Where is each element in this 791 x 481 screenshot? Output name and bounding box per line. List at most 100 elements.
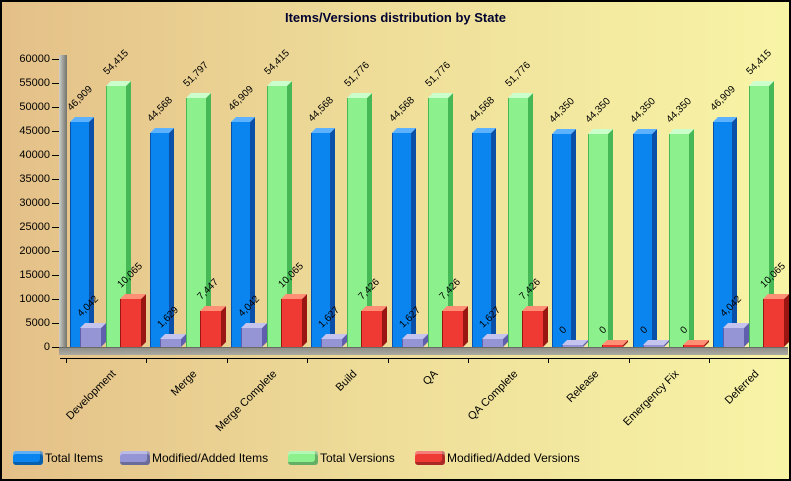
- bar: [643, 345, 664, 347]
- x-axis-label: QA: [420, 368, 441, 388]
- chart-title: Items/Versions distribution by State: [284, 10, 507, 25]
- bar: [392, 133, 411, 347]
- bar: [633, 134, 652, 347]
- x-axis-label: Build: [334, 368, 360, 394]
- y-axis-tick-mark: [52, 347, 59, 348]
- x-axis-label: Emergency Fix: [621, 368, 682, 429]
- y-axis-tick-mark: [52, 227, 59, 228]
- bar: [402, 339, 423, 347]
- y-axis-tick-label: 15000: [19, 269, 50, 281]
- bar-side-face: [571, 129, 576, 347]
- bar: [70, 122, 89, 347]
- bar: [231, 122, 250, 347]
- legend-label: Modified/Added Versions: [447, 451, 580, 465]
- y-axis-tick-mark: [52, 275, 59, 276]
- x-axis-tick-mark: [388, 358, 389, 363]
- bar: [723, 328, 744, 347]
- x-axis-tick-mark: [548, 358, 549, 363]
- bar-value-label: 44,350: [664, 95, 694, 126]
- y-axis-tick-label: 35000: [19, 173, 50, 185]
- y-axis-tick-mark: [52, 299, 59, 300]
- bar-side-face: [382, 306, 387, 347]
- x-axis-label: Merge Complete: [213, 368, 280, 434]
- y-axis-tick-mark: [52, 251, 59, 252]
- legend-swatch: [13, 451, 43, 465]
- bar-value-label: 51,776: [423, 59, 453, 90]
- x-axis-tick-mark: [468, 358, 469, 363]
- bar: [347, 98, 367, 347]
- y-axis-tick-label: 55000: [19, 77, 50, 89]
- y-axis-tick-label: 25000: [19, 221, 50, 233]
- bar: [472, 133, 491, 347]
- x-axis-tick-mark: [227, 358, 228, 363]
- bar-value-label: 46,909: [708, 83, 738, 114]
- bar: [482, 339, 503, 347]
- x-axis-tick-mark: [709, 358, 710, 363]
- y-axis-tick-mark: [52, 155, 59, 156]
- legend-label: Modified/Added Items: [152, 451, 269, 465]
- bar-value-label: 44,568: [306, 94, 336, 125]
- bar-value-label: 44,568: [467, 94, 497, 125]
- bar: [120, 299, 141, 347]
- bar: [311, 133, 330, 347]
- x-axis-tick-mark: [629, 358, 630, 363]
- bar-value-label: 44,350: [628, 95, 658, 126]
- y-axis-tick-mark: [52, 107, 59, 108]
- bar-value-label: 54,415: [101, 47, 131, 78]
- bar: [80, 328, 101, 347]
- x-axis-tick-mark: [66, 358, 67, 363]
- bar-value-label: 44,350: [583, 95, 613, 126]
- bar: [267, 86, 287, 347]
- bar: [552, 134, 571, 347]
- y-axis-tick-mark: [52, 203, 59, 204]
- legend-item: Modified/Added Versions: [415, 451, 580, 465]
- bar: [442, 311, 463, 347]
- bar-value-label: 51,776: [342, 59, 372, 90]
- bar-value-label: 54,415: [744, 47, 774, 78]
- bar: [713, 122, 732, 347]
- bar-value-label: 51,797: [181, 59, 211, 90]
- bar-side-face: [608, 129, 613, 347]
- legend-label: Total Items: [45, 451, 104, 465]
- bar: [522, 311, 543, 347]
- legend-swatch: [415, 451, 445, 465]
- bar: [361, 311, 382, 347]
- plot-floor-3d: [59, 347, 788, 355]
- y-axis-tick-label: 50000: [19, 101, 50, 113]
- bar-side-face: [689, 129, 694, 347]
- bar-side-face: [221, 306, 226, 347]
- y-axis-tick-mark: [52, 179, 59, 180]
- y-axis-tick-label: 45000: [19, 125, 50, 137]
- bar: [150, 133, 169, 347]
- bar: [200, 311, 221, 347]
- bar-value-label: 46,909: [226, 83, 256, 114]
- bar-side-face: [302, 294, 307, 347]
- bar: [321, 339, 342, 347]
- legend-item: Total Items: [13, 451, 103, 465]
- bar-side-face: [141, 294, 146, 347]
- x-axis-tick-mark: [307, 358, 308, 363]
- bar: [186, 98, 206, 347]
- y-axis-tick-mark: [52, 131, 59, 132]
- bar-value-label: 51,776: [503, 59, 533, 90]
- y-axis-tick-label: 10000: [19, 293, 50, 305]
- y-axis-tick-label: 40000: [19, 149, 50, 161]
- x-axis-tick-mark: [146, 358, 147, 363]
- y-axis-tick-mark: [52, 323, 59, 324]
- y-axis-tick-label: 30000: [19, 197, 50, 209]
- bar: [241, 328, 262, 347]
- x-axis-label: Development: [64, 368, 119, 423]
- y-axis-tick-label: 60000: [19, 53, 50, 65]
- bar: [749, 86, 769, 347]
- legend-item: Total Versions: [288, 451, 395, 465]
- bar-value-label: 44,568: [145, 94, 175, 125]
- x-axis-label: Deferred: [723, 368, 762, 407]
- bar: [669, 134, 689, 347]
- y-axis-tick-mark: [52, 83, 59, 84]
- x-axis-label: Merge: [168, 368, 200, 399]
- y-axis-tick-mark: [52, 59, 59, 60]
- bar-side-face: [543, 306, 548, 347]
- legend-swatch: [120, 451, 150, 465]
- x-axis-line: [60, 358, 789, 359]
